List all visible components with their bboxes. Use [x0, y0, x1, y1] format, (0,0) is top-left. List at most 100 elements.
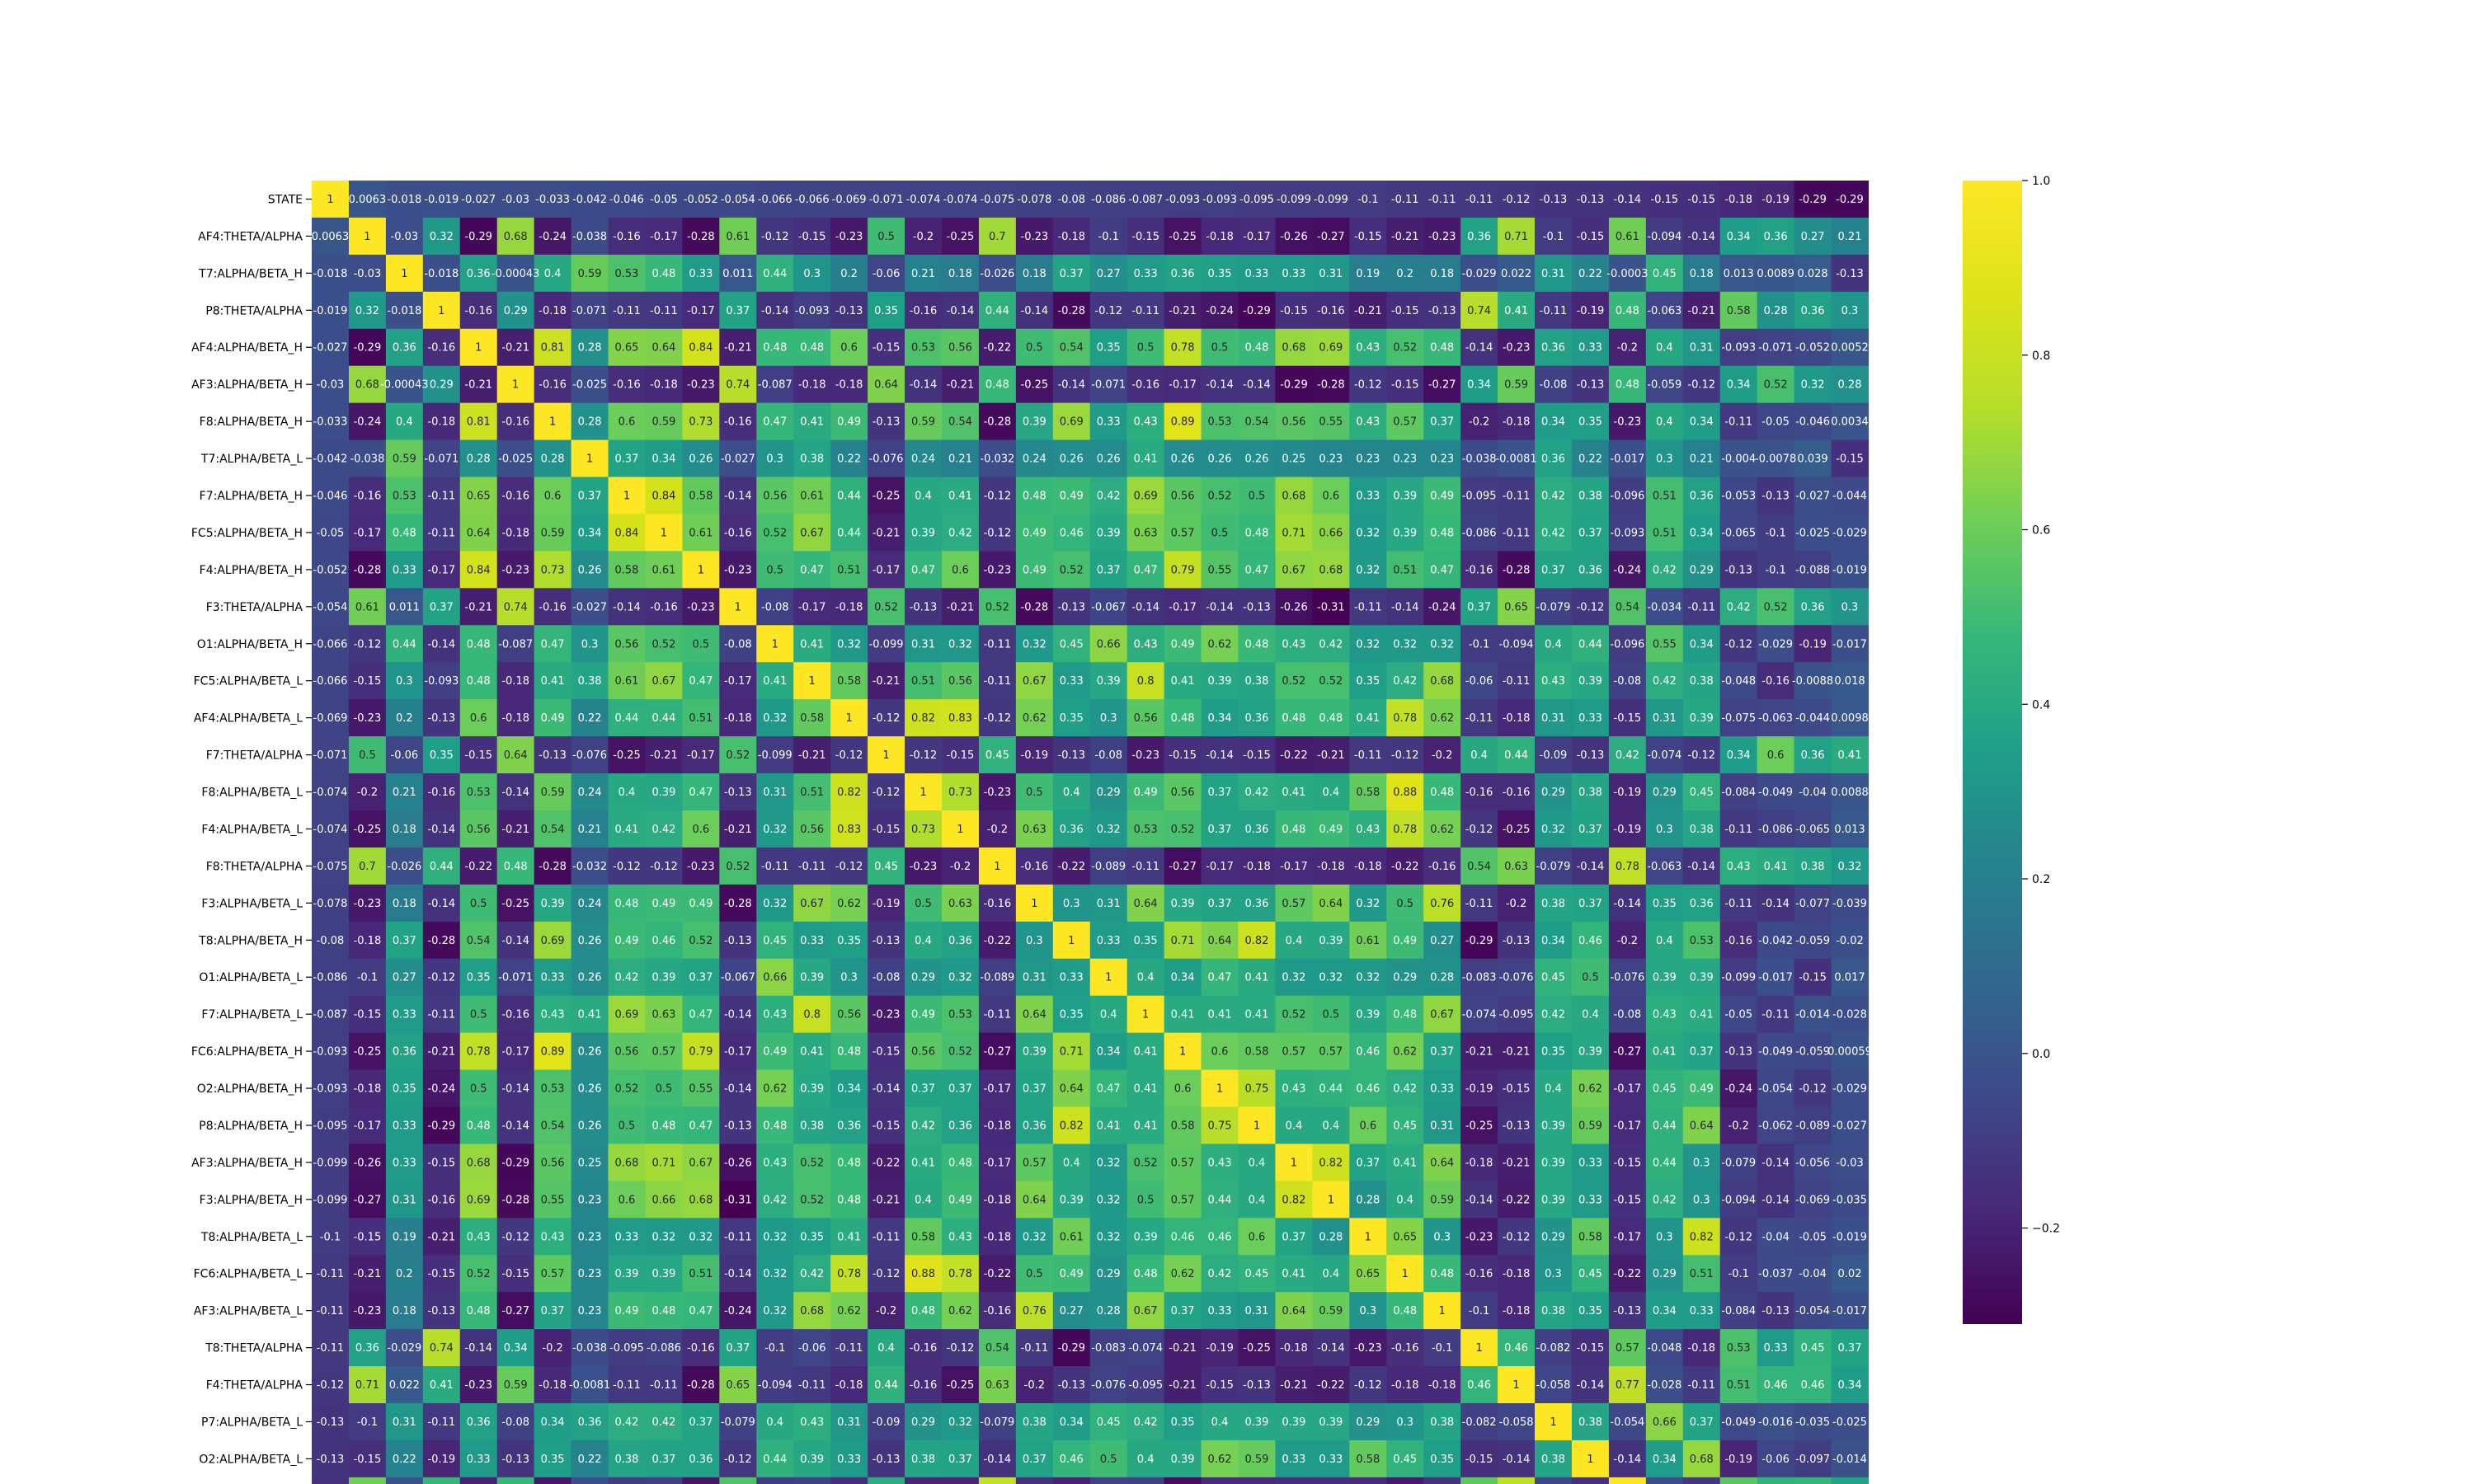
- heatmap-cell-label: 0.35: [837, 935, 861, 947]
- heatmap-cell-label: -0.071: [313, 749, 348, 762]
- heatmap-cell: [1275, 365, 1313, 404]
- heatmap-cell-label: -0.16: [539, 601, 567, 613]
- heatmap-cell-label: 0.4: [1063, 787, 1080, 799]
- heatmap-cell-label: 0.5: [1396, 898, 1413, 910]
- heatmap-cell-label: 0.46: [1208, 1231, 1232, 1243]
- heatmap-cell: [682, 254, 720, 293]
- heatmap-cell: [793, 958, 831, 997]
- heatmap-cell-label: 0.54: [1467, 861, 1491, 873]
- heatmap-cell-label: 0.5: [766, 564, 783, 576]
- heatmap-cell-label: 0.52: [1060, 564, 1084, 576]
- heatmap-cell: [1498, 884, 1536, 923]
- heatmap-cell: [1089, 477, 1128, 515]
- heatmap-cell: [312, 699, 350, 737]
- heatmap-cell-label: 0.4: [877, 1342, 895, 1355]
- heatmap-cell-label: 0.33: [800, 935, 824, 947]
- heatmap-cell-label: 0.42: [1653, 1194, 1677, 1206]
- heatmap-cell: [1608, 402, 1647, 441]
- heatmap-cell: [1201, 588, 1239, 626]
- heatmap-cell-label: -0.24: [1428, 601, 1456, 613]
- heatmap-cell: [1535, 958, 1573, 997]
- heatmap-cell-label: 0.76: [1430, 898, 1454, 910]
- heatmap-cell-label: 0.45: [1801, 1342, 1825, 1355]
- heatmap-cell-label: -0.2: [357, 787, 378, 799]
- heatmap-cell: [1015, 439, 1054, 478]
- heatmap-cell: [941, 736, 980, 774]
- heatmap-cell-label: -0.18: [1243, 861, 1271, 873]
- heatmap-cell-label: 0.49: [689, 898, 713, 910]
- heatmap-cell-label: -0.14: [1761, 1157, 1790, 1169]
- heatmap-cell: [1794, 402, 1832, 441]
- heatmap-cell-label: 0.37: [1060, 268, 1084, 280]
- heatmap-cell: [1423, 439, 1461, 478]
- heatmap-cell: [830, 328, 868, 367]
- heatmap-cell-label: -0.17: [427, 564, 455, 576]
- heatmap-cell-label: 0.37: [541, 1305, 565, 1317]
- heatmap-cell-label: 0.48: [467, 1305, 491, 1317]
- heatmap-cell-label: 0.41: [1208, 1009, 1232, 1021]
- heatmap-cell: [1275, 217, 1313, 256]
- heatmap-cell-label: -0.13: [1428, 305, 1456, 317]
- heatmap-cell: [905, 477, 943, 515]
- heatmap-cell: [1052, 810, 1091, 848]
- heatmap-cell: [1831, 810, 1870, 848]
- heatmap-cell: [312, 958, 350, 997]
- heatmap-cell-label: -0.11: [1687, 601, 1715, 613]
- colorbar-gradient: [1963, 181, 2022, 1324]
- heatmap-cell-label: 0.35: [1356, 675, 1380, 688]
- heatmap-cell-label: 0.45: [985, 749, 1009, 762]
- heatmap-cell-label: 0.67: [1430, 1009, 1454, 1021]
- heatmap-cell: [793, 328, 831, 367]
- heatmap-cell-label: -0.099: [869, 638, 904, 650]
- y-tick-label: STATE: [268, 193, 303, 206]
- heatmap-cell-label: 0.33: [393, 1120, 416, 1132]
- heatmap-cell-label: -0.1: [1357, 194, 1378, 206]
- heatmap-cell: [1015, 699, 1054, 737]
- heatmap-cell-label: -0.13: [1724, 1046, 1752, 1059]
- heatmap-cell-label: 0.53: [1690, 935, 1714, 947]
- heatmap-cell-label: 0.38: [800, 453, 824, 466]
- heatmap-cell: [1238, 1477, 1277, 1484]
- heatmap-cell-label: 0.38: [1541, 898, 1565, 910]
- heatmap-cell: [571, 662, 609, 700]
- heatmap-cell: [1831, 402, 1870, 441]
- heatmap-cell-label: -0.12: [1354, 379, 1382, 392]
- heatmap-cell-label: 0.48: [1430, 527, 1454, 539]
- heatmap-cell-label: 0.36: [1244, 712, 1268, 725]
- colorbar: 1.00.80.60.40.20.0−0.2: [1963, 175, 2060, 1324]
- heatmap-cell-label: -0.048: [1647, 1342, 1681, 1355]
- heatmap-cell-label: 0.41: [1282, 787, 1305, 799]
- heatmap-cell-label: -0.22: [984, 935, 1012, 947]
- heatmap-cell: [1645, 439, 1684, 478]
- heatmap-cell-label: -0.25: [1021, 379, 1049, 392]
- heatmap-cell-label: 0.88: [1393, 787, 1417, 799]
- heatmap-cell-label: 0.39: [1023, 1046, 1047, 1059]
- heatmap-cell-label: 0.43: [800, 1416, 824, 1429]
- y-tick-label: T7:ALPHA/BETA_H: [198, 267, 303, 280]
- heatmap-cell-label: 0.48: [1616, 379, 1639, 392]
- heatmap-cell: [385, 625, 424, 663]
- heatmap-cell: [422, 217, 461, 256]
- heatmap-cell: [1052, 958, 1091, 997]
- heatmap-cell-label: 0.31: [763, 787, 787, 799]
- heatmap-cell: [645, 439, 683, 478]
- heatmap-cell-label: 0.62: [1208, 1453, 1232, 1466]
- heatmap-cell: [756, 736, 794, 774]
- heatmap-cell-label: -0.093: [313, 1083, 348, 1096]
- heatmap-cell-label: 0.47: [1430, 564, 1454, 576]
- heatmap-cell: [496, 958, 535, 997]
- heatmap-cell-label: -0.038: [1462, 453, 1497, 466]
- heatmap-cell: [1682, 217, 1721, 256]
- heatmap-cell: [1386, 254, 1424, 293]
- heatmap-cell-label: 0.37: [393, 935, 416, 947]
- heatmap-cell-label: -0.14: [1206, 601, 1234, 613]
- heatmap-cell-label: 0.54: [541, 1120, 565, 1132]
- heatmap-cell: [756, 847, 794, 885]
- heatmap-cell: [1423, 551, 1461, 589]
- heatmap-cell-label: 0.19: [393, 1231, 416, 1243]
- heatmap-cell: [645, 588, 683, 626]
- heatmap-cell-label: 0.47: [1097, 1083, 1121, 1096]
- heatmap-cell-label: 0.41: [541, 675, 565, 688]
- heatmap-cell: [905, 847, 943, 885]
- heatmap-cell: [868, 477, 905, 515]
